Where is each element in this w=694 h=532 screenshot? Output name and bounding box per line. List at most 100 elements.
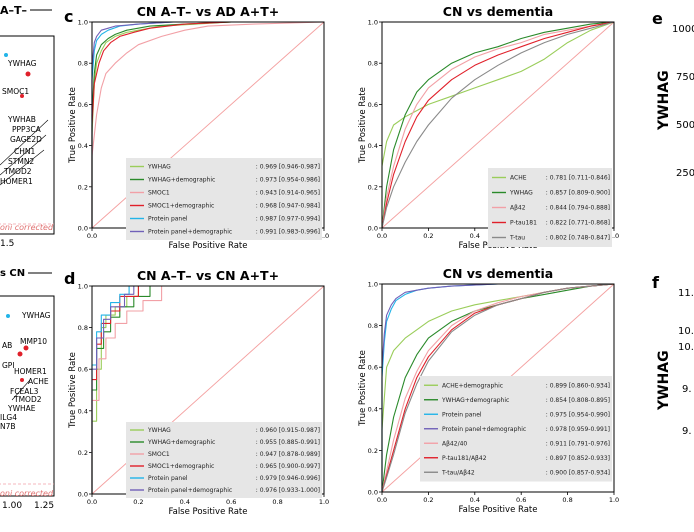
roc-curve-smoc1 — [91, 285, 324, 494]
e-tick: 500 — [676, 120, 694, 131]
gene-label: YWHAB — [7, 115, 36, 124]
legend-label: P-tau181/Aβ42 — [442, 455, 487, 462]
y-tick-label: 0.0 — [78, 225, 88, 233]
left-top-fragment: A–T– YWHAG SMOC1 YWHAB PPP3CA GAGE2D CHN… — [0, 4, 55, 249]
roc-chart-c-right: CN vs dementia 0.0 0.2 0.4 0.6 0.8 1.0 0.0 0.2 0.… — [358, 4, 619, 251]
legend-auc: : 0.854 [0.808-0.895] — [546, 397, 610, 404]
panel-label-c: c — [64, 7, 73, 26]
roc-curve-smoc1-demographic — [91, 21, 324, 228]
y-tick-label: 0.2 — [78, 449, 88, 457]
point-blue — [4, 53, 8, 57]
e-axis-label: YWHAG — [656, 70, 672, 131]
legend-box — [126, 422, 322, 498]
gene-label: HOMER1 — [0, 177, 33, 186]
y-tick-label: 0.0 — [368, 489, 378, 497]
legend-auc: : 0.947 [0.878-0.989] — [256, 451, 320, 458]
legend-box — [126, 158, 322, 240]
x-tick-label: 1.0 — [319, 498, 329, 506]
legend-auc: : 0.960 [0.915-0.987] — [256, 427, 320, 434]
right-bottom-fragment: YWHAG 11. 10. 10. 9. 9. — [656, 288, 694, 437]
chart-title: CN A–T– vs CN A+T+ — [137, 268, 279, 283]
roc-curve-smoc1-demographic — [91, 285, 324, 494]
x-tick-label: 0.2 — [423, 496, 433, 504]
point-red — [23, 345, 29, 351]
y-axis-label: True Positive Rate — [358, 350, 368, 427]
x-tick-label: 0.4 — [180, 498, 190, 506]
point-red — [20, 378, 24, 382]
y-axis-label: True Positive Rate — [358, 87, 368, 164]
y-tick-label: 0.2 — [368, 183, 378, 191]
legend-label: Protein panel+demographic — [148, 229, 232, 236]
roc-curve-ywhag-demographic — [381, 283, 615, 493]
y-tick-label: 0.4 — [78, 142, 88, 150]
roc-curve-a-42 — [381, 21, 615, 229]
gene-label: ACHE — [28, 377, 49, 386]
e-tick: 750 — [676, 72, 694, 83]
gene-label: STMN2 — [8, 157, 34, 166]
legend-auc: : 0.781 [0.711-0.846] — [546, 175, 610, 182]
roc-curve-smoc1 — [91, 21, 325, 228]
y-tick-label: 0.2 — [368, 447, 378, 455]
legend-label: Aβ42/40 — [442, 440, 467, 447]
y-tick-label: 0.8 — [78, 324, 88, 332]
legend-label: Protein panel+demographic — [148, 487, 232, 494]
roc-curve-t-tau — [381, 21, 615, 229]
x-tick-label: 0.8 — [562, 496, 572, 504]
legend-auc: : 0.969 [0.946-0.987] — [256, 164, 320, 171]
gene-label: N7B — [0, 422, 16, 431]
y-tick-label: 0.2 — [78, 183, 88, 191]
right-top-fragment: YWHAG 1000 750 500 250 — [656, 24, 694, 179]
f-tick: 10. — [678, 326, 694, 337]
roc-curve-p-tau181 — [381, 21, 615, 229]
x-tick-label: 1.0 — [609, 496, 619, 504]
legend-auc: : 0.987 [0.977-0.994] — [256, 216, 320, 223]
chart-title: CN A–T– vs AD A+T+ — [137, 4, 280, 19]
f-tick: 11. — [678, 288, 694, 299]
gene-label: PPP3CA — [12, 125, 42, 134]
gene-label: YWHAG — [21, 311, 51, 320]
legend-label: YWHAG — [147, 164, 171, 171]
legend-auc: : 0.802 [0.748-0.847] — [546, 235, 610, 242]
chance-diagonal — [381, 21, 615, 229]
panel-label-f: f — [652, 273, 660, 292]
legend-auc: : 0.965 [0.900-0.997] — [256, 463, 320, 470]
left-top-plot-frame — [0, 35, 55, 235]
roc-chart-d-left: CN A–T– vs CN A+T+ 0.0 0.2 0.4 0.6 0.8 1.0 0.0 0… — [68, 268, 329, 517]
legend-auc: : 0.973 [0.954-0.986] — [256, 177, 320, 184]
legend-auc: : 0.857 [0.809-0.900] — [546, 190, 610, 197]
legend-auc: : 0.897 [0.852-0.933] — [546, 455, 610, 462]
roc-chart-c-left: CN A–T– vs AD A+T+0.00.20.40.60.81.00.00… — [68, 4, 329, 251]
y-tick-label: 1.0 — [78, 283, 88, 291]
point-red — [20, 94, 24, 98]
gene-label: GPI — [2, 361, 15, 370]
legend-auc: : 0.955 [0.885-0.991] — [256, 439, 320, 446]
roc-curve-protein-panel-demographic — [91, 285, 324, 494]
x-axis-label: False Positive Rate — [169, 507, 248, 517]
gene-label: GAGE2D — [10, 135, 42, 144]
roc-curve-t-tau-a-42 — [381, 283, 615, 493]
y-axis-label: True Positive Rate — [68, 352, 78, 429]
legend-auc: : 0.976 [0.933-1.000] — [256, 487, 320, 494]
legend-auc: : 0.978 [0.959-0.991] — [546, 426, 610, 433]
point-red — [17, 351, 23, 357]
gene-label: CHN1 — [14, 147, 35, 156]
x-axis-label: False Positive Rate — [169, 241, 248, 251]
left-top-title-fragment: A–T– — [0, 4, 27, 17]
gene-label: ILG4 — [0, 413, 17, 422]
y-tick-label: 0.0 — [78, 491, 88, 499]
gene-label: YWHAE — [7, 404, 36, 413]
legend-label: YWHAG — [147, 427, 171, 434]
left-bottom-plot-frame — [0, 295, 55, 497]
gene-label: HOMER1 — [14, 367, 47, 376]
legend-label: SMOC1 — [148, 190, 170, 197]
gene-label: AB — [2, 341, 12, 350]
y-tick-label: 1.0 — [78, 19, 88, 27]
y-tick-label: 0.4 — [368, 405, 378, 413]
y-axis-label: True Positive Rate — [68, 87, 78, 164]
legend-label: SMOC1+demographic — [148, 463, 214, 470]
leader-line — [0, 134, 47, 176]
x-tick-label: 0.8 — [272, 498, 282, 506]
corrected-label: oni corrected — [0, 489, 54, 498]
legend-label: Protein panel+demographic — [442, 426, 526, 433]
